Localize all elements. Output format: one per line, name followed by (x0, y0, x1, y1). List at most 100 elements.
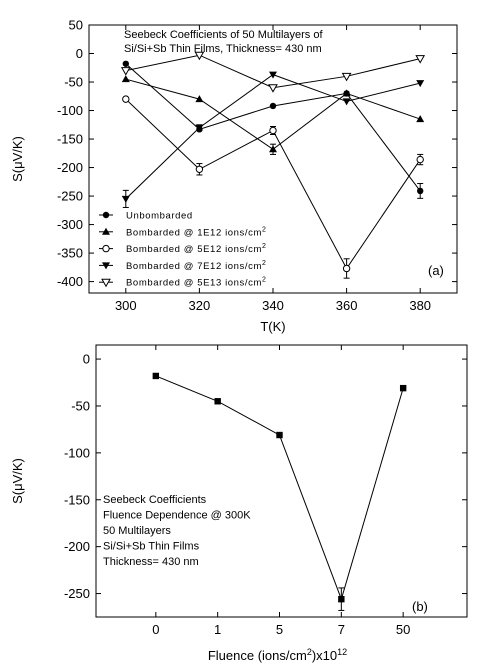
y-tick-label-b: -150 (64, 492, 90, 507)
data-point-a-1 (342, 89, 351, 97)
data-point-a-0 (417, 187, 424, 195)
series-a-1 (121, 75, 425, 155)
legend-superscript-2: 2 (262, 226, 267, 233)
legend-marker-0 (102, 211, 110, 219)
series-line-a-3 (125, 74, 421, 200)
series-line-a-2 (125, 98, 421, 270)
legend-marker-4 (101, 278, 111, 288)
data-point-a-2 (342, 264, 351, 273)
y-tick-label-a: -250 (57, 189, 83, 204)
data-point-a-4 (194, 51, 205, 61)
data-point-b (152, 372, 160, 380)
data-point-b (338, 595, 345, 603)
data-point-a-4 (415, 55, 426, 64)
series-line-a-4 (125, 54, 421, 89)
panel-label-a: (a) (428, 263, 444, 278)
data-point-a-3 (416, 80, 425, 88)
x-axis-label-b-part: Fluence (ions/cm (208, 648, 307, 663)
legend-superscript-2: 2 (262, 243, 267, 250)
series-a-2 (122, 95, 424, 279)
y-tick-label-a: -200 (57, 160, 83, 175)
data-point-b (214, 398, 221, 405)
series-a-4 (120, 51, 426, 93)
x-tick-label-a: 340 (262, 298, 284, 313)
chart-title-line-a: Si/Si+Sb Thin Films, Thickness= 430 nm (124, 43, 322, 55)
legend-entry-text: Bombarded @ 5E12 ions/cm (126, 244, 262, 255)
x-tick-label-a: 320 (189, 298, 211, 313)
series-a-3 (121, 71, 425, 208)
y-axis-label-a: S(μV/K) (10, 136, 25, 182)
annotation-line-b: Seebeck Coefficients (103, 494, 207, 506)
data-point-a-0 (122, 60, 129, 67)
legend-marker-3 (102, 262, 110, 270)
x-tick-label-b: 7 (338, 622, 345, 637)
data-point-a-3 (121, 195, 130, 203)
x-axis-label-b-part: 2 (307, 647, 312, 657)
y-tick-label-a: -50 (64, 75, 83, 90)
data-point-a-3 (195, 124, 204, 132)
data-point-a-1 (416, 115, 425, 123)
y-tick-label-b: -250 (64, 586, 90, 601)
series-b-0 (152, 372, 407, 611)
y-tick-label-a: -300 (57, 217, 83, 232)
data-point-a-1 (269, 145, 277, 153)
annotation-line-b: Thickness= 430 nm (103, 556, 199, 568)
x-axis-label-b-part: )x10 (312, 648, 337, 663)
panel-label-b: (b) (412, 599, 428, 614)
data-point-a-1 (121, 75, 130, 83)
legend-superscript-2: 2 (262, 277, 267, 284)
data-point-a-2 (195, 165, 204, 173)
legend-marker-1 (102, 227, 110, 235)
data-point-a-4 (120, 67, 131, 76)
y-tick-label-b: 0 (83, 352, 90, 367)
legend-entry-text: Bombarded @ 7E12 ions/cm (126, 261, 262, 272)
x-tick-label-a: 360 (336, 298, 358, 313)
x-tick-label-b: 5 (276, 622, 283, 637)
legend-superscript-2: 2 (262, 260, 267, 267)
legend-entry-3: Bombarded @ 7E12 ions/cm2 (126, 260, 267, 272)
data-point-a-2 (416, 155, 424, 164)
annotation-line-b: 50 Multilayers (103, 525, 171, 537)
annotation-line-b: Si/Si+Sb Thin Films (103, 541, 200, 553)
y-tick-label-b: -50 (71, 398, 90, 413)
legend-marker-2 (102, 244, 110, 253)
x-tick-label-b: 1 (214, 622, 221, 637)
legend-entry-text: Bombarded @ 1E12 ions/cm (126, 227, 262, 238)
data-point-a-2 (122, 95, 130, 103)
y-tick-label-a: 50 (69, 18, 83, 33)
y-tick-label-b: -200 (64, 539, 90, 554)
data-point-a-3 (342, 98, 351, 106)
chart-panel-a: 300 320 340 360 380 50 0 -50 -100 -150 -200 -250 -30… (10, 18, 458, 334)
x-tick-label-b: 0 (152, 622, 159, 637)
x-tick-label-b: 50 (396, 622, 410, 637)
data-point-a-0 (269, 102, 277, 110)
chart-title-line-a: Seebeck Coefficients of 50 Multilayers o… (124, 29, 323, 41)
x-axis-label-b: Fluence (ions/cm2)x1012 (208, 647, 347, 663)
y-tick-label-a: -150 (57, 132, 83, 147)
chart-panel-b: 0 1 5 7 50 0 -50 -100 -150 -200 -250 Fluence (ions/… (10, 344, 468, 663)
x-tick-label-a: 300 (115, 298, 137, 313)
legend-entry-0: Unbombarded (126, 211, 193, 222)
y-tick-label-a: 0 (76, 46, 83, 61)
annotation-line-b: Fluence Dependence @ 300K (103, 510, 251, 522)
legend-entry-text: Bombarded @ 5E13 ions/cm (126, 278, 262, 289)
legend-entry-1: Bombarded @ 1E12 ions/cm2 (126, 226, 267, 238)
data-point-b (399, 384, 407, 392)
plot-frame-b (95, 344, 468, 618)
data-point-a-1 (195, 95, 204, 103)
x-axis-label-a: T(K) (260, 319, 285, 334)
y-tick-label-a: -100 (57, 103, 83, 118)
data-point-a-2 (269, 126, 277, 135)
data-point-a-3 (269, 71, 277, 79)
data-point-a-4 (268, 84, 278, 93)
legend-entry-text: Unbombarded (126, 211, 193, 222)
y-tick-label-a: -400 (57, 274, 83, 289)
data-point-b (276, 431, 283, 439)
x-axis-label-b-part: 12 (337, 647, 347, 657)
data-point-a-4 (341, 72, 352, 82)
y-tick-label-a: -350 (57, 246, 83, 261)
y-tick-label-b: -100 (64, 445, 90, 460)
x-tick-label-a: 380 (409, 298, 431, 313)
